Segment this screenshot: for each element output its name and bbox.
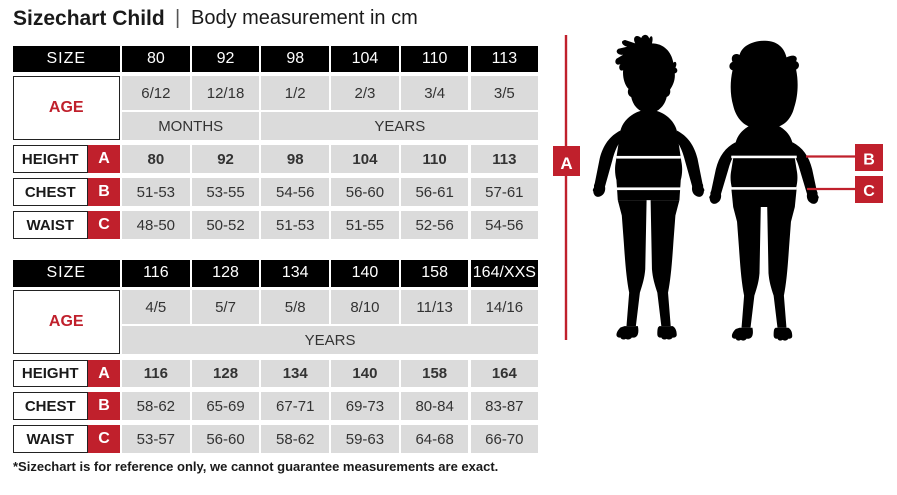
svg-text:C: C bbox=[863, 183, 875, 200]
svg-text:B: B bbox=[863, 152, 875, 169]
svg-text:A: A bbox=[560, 154, 572, 173]
